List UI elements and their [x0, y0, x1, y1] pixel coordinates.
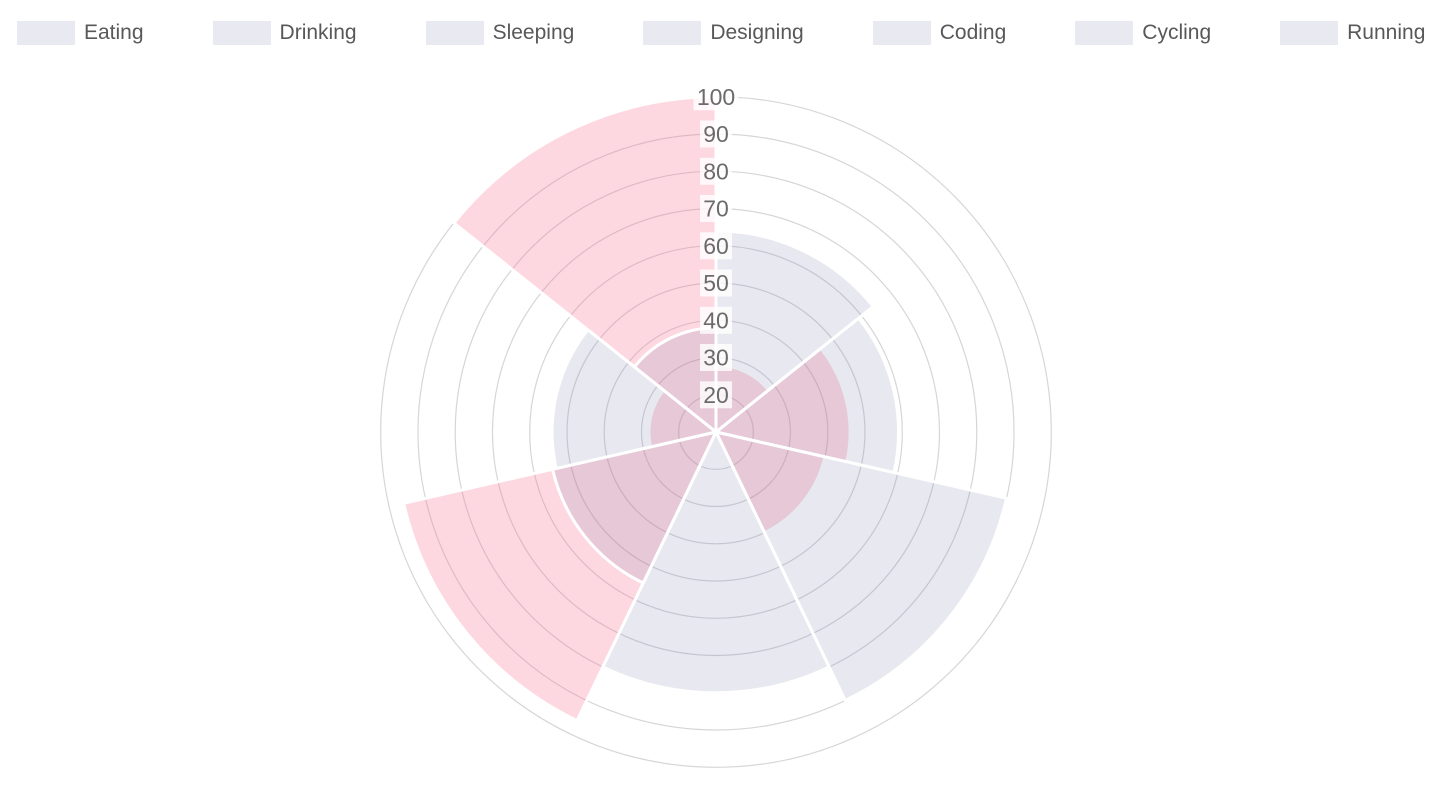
- tick-label-70: 70: [703, 196, 729, 222]
- tick-backdrop-20: [700, 381, 732, 409]
- legend-item-coding[interactable]: Coding: [872, 21, 1007, 45]
- tick-backdrop-60: [700, 232, 732, 260]
- legend-item-sleeping[interactable]: Sleeping: [425, 21, 575, 45]
- tick-backdrop-40: [700, 306, 732, 334]
- sector-pink-series-sleeping[interactable]: [714, 430, 827, 535]
- tick-label-80: 80: [703, 158, 729, 184]
- legend-item-eating[interactable]: Eating: [17, 21, 144, 45]
- tick-label-40: 40: [703, 307, 729, 333]
- tick-label-50: 50: [703, 270, 729, 296]
- tick-label-20: 20: [703, 382, 729, 408]
- tick-label-100: 100: [697, 84, 735, 110]
- tick-backdrop-70: [700, 195, 732, 222]
- legend-label: Drinking: [279, 21, 357, 44]
- tick-label-60: 60: [703, 233, 729, 259]
- legend-swatch: [872, 21, 931, 45]
- legend-swatch: [212, 21, 271, 45]
- tick-backdrop-50: [700, 269, 732, 297]
- tick-backdrop-30: [700, 344, 732, 371]
- tick-label-30: 30: [703, 345, 729, 371]
- legend-item-designing[interactable]: Designing: [643, 21, 804, 45]
- legend-swatch: [643, 21, 702, 45]
- tick-backdrop-90: [700, 120, 732, 148]
- sector-gray-series-drinking[interactable]: [714, 316, 901, 475]
- sector-gray-series-coding[interactable]: [551, 430, 718, 585]
- sector-pink-series-running[interactable]: [452, 95, 718, 434]
- legend-label: Designing: [710, 21, 804, 44]
- legend-label: Coding: [939, 21, 1007, 44]
- legend-swatch: [1075, 21, 1134, 45]
- sector-gray-series-eating[interactable]: [714, 229, 875, 434]
- tick-backdrop-80: [700, 157, 732, 185]
- legend-label: Running: [1347, 21, 1426, 44]
- sector-gray-series-sleeping[interactable]: [714, 430, 1009, 702]
- legend-label: Cycling: [1142, 21, 1212, 44]
- sector-pink-series-coding[interactable]: [402, 430, 718, 723]
- sector-gray-series-designing[interactable]: [601, 430, 831, 695]
- legend-swatch: [1280, 21, 1339, 45]
- legend-label: Sleeping: [492, 21, 575, 44]
- legend-swatch: [425, 21, 484, 45]
- legend-item-cycling[interactable]: Cycling: [1075, 21, 1211, 45]
- tick-backdrop-100: [693, 83, 739, 111]
- sector-pink-series-drinking[interactable]: [714, 346, 852, 464]
- chart-legend: Eating Drinking Sleeping Designing Coding Cyc…: [17, 21, 1425, 45]
- legend-label: Eating: [84, 21, 144, 44]
- legend-swatch: [17, 21, 75, 45]
- legend-item-drinking[interactable]: Drinking: [212, 21, 357, 45]
- legend-item-running[interactable]: Running: [1280, 21, 1425, 45]
- tick-label-90: 90: [703, 121, 729, 147]
- sector-gray-series-cycling[interactable]: [550, 328, 718, 470]
